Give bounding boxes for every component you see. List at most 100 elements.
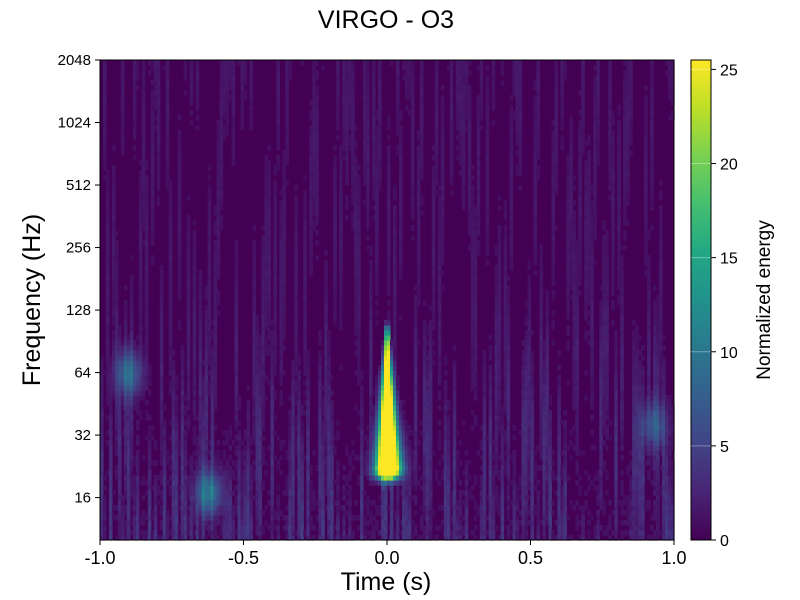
heatmap-cell [416,295,421,301]
heatmap-cell [327,510,331,516]
heatmap-cell [318,480,322,486]
heatmap-cell [422,475,427,481]
heatmap-cell [288,450,292,456]
heatmap-cell [267,200,272,206]
heatmap-cell [428,345,433,351]
heatmap-cell [360,485,364,491]
heatmap-cell [201,520,206,526]
heatmap-cell [375,250,379,256]
heatmap-cell [186,320,191,326]
heatmap-cell [240,475,245,481]
heatmap-cell [282,155,286,161]
heatmap-cell [410,495,415,501]
heatmap-cell [165,110,170,116]
heatmap-cell [294,195,298,201]
heatmap-cell [180,455,185,461]
heatmap-cell [398,185,403,191]
heatmap-cell [129,460,134,466]
heatmap-cell [213,265,218,271]
heatmap-cell [351,440,355,446]
heatmap-cell [401,470,406,476]
heatmap-cell [291,400,295,406]
heatmap-cell [135,495,140,501]
heatmap-cell [270,335,274,341]
heatmap-cell [437,350,442,356]
heatmap-cell [153,475,158,481]
heatmap-cell [213,495,218,501]
heatmap-cell [378,475,382,481]
heatmap-cell [237,480,242,486]
heatmap-cell [360,510,364,516]
heatmap-cell [345,110,349,116]
heatmap-cell [395,410,400,416]
heatmap-cell [425,415,430,421]
heatmap-cell [452,455,457,461]
heatmap-cell [303,390,307,396]
heatmap-cell [105,215,110,221]
heatmap-cell [240,495,245,501]
heatmap-cell [171,530,176,536]
heatmap-cell [357,525,361,531]
heatmap-cell [381,390,385,396]
heatmap-cell [105,315,110,321]
heatmap-cell [348,65,352,71]
heatmap-cell [144,225,149,231]
heatmap-cell [207,370,212,376]
heatmap-cell [150,120,155,126]
heatmap-cell [339,535,343,541]
heatmap-cell [422,515,427,521]
heatmap-cell [198,420,203,426]
heatmap-cell [372,105,376,111]
heatmap-cell [375,455,379,461]
heatmap-cell [123,445,128,451]
heatmap-cell [440,260,445,266]
heatmap-cell [120,70,125,76]
heatmap-cell [273,180,277,186]
heatmap-cell [102,510,107,516]
heatmap-cell [452,485,457,491]
heatmap-cell [150,205,155,211]
heatmap-cell [273,275,277,281]
heatmap-cell [219,470,224,476]
heatmap-cell [258,480,263,486]
heatmap-cell [437,210,442,216]
heatmap-cell [105,300,110,306]
heatmap-cell [387,195,391,201]
heatmap-cell [252,310,257,316]
heatmap-cell [138,270,143,276]
heatmap-cell [207,380,212,386]
heatmap-cell [159,415,164,421]
heatmap-cell [267,300,272,306]
heatmap-cell [327,475,331,481]
heatmap-cell [129,405,134,411]
heatmap-cell [216,125,221,131]
heatmap-cell [369,330,373,336]
heatmap-cell [183,495,188,501]
heatmap-cell [240,485,245,491]
heatmap-cell [108,370,113,376]
heatmap-cell [339,260,343,266]
heatmap-cell [360,520,364,526]
heatmap-cell [174,515,179,521]
heatmap-cell [378,415,382,421]
heatmap-cell [144,310,149,316]
heatmap-cell [378,430,382,436]
heatmap-cell [366,425,370,431]
heatmap-cell [392,240,397,246]
heatmap-cell [348,70,352,76]
heatmap-cell [108,470,113,476]
heatmap-cell [234,310,239,316]
heatmap-cell [345,70,349,76]
heatmap-cell [428,420,433,426]
heatmap-cell [204,285,209,291]
heatmap-cell [345,450,349,456]
heatmap-cell [132,375,137,381]
heatmap-cell [378,505,382,511]
heatmap-cell [153,460,158,466]
heatmap-cell [336,470,340,476]
heatmap-cell [195,525,200,531]
heatmap-cell [189,90,194,96]
heatmap-cell [243,470,248,476]
heatmap-cell [434,160,439,166]
heatmap-cell [129,275,134,281]
